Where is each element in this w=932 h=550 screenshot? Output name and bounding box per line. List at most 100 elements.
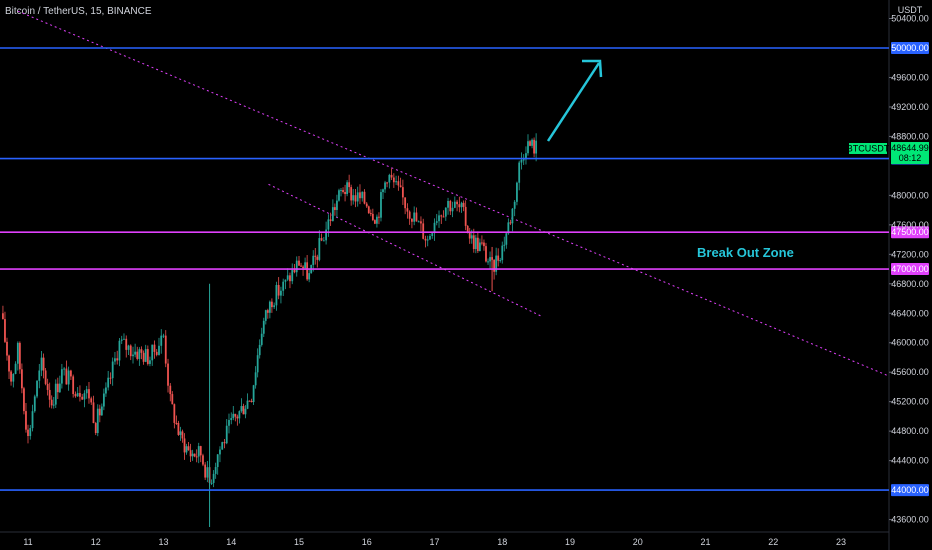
candle-body	[507, 222, 510, 234]
candle-body	[46, 383, 49, 390]
candle-body	[280, 290, 282, 296]
candle-body	[193, 453, 196, 457]
candle-body	[92, 402, 95, 424]
candle-body	[212, 473, 215, 483]
candle-body	[202, 455, 204, 465]
candle-body	[384, 182, 386, 190]
candle-body	[256, 355, 259, 373]
candle-body	[23, 388, 25, 412]
level-price-badge	[891, 42, 929, 54]
candle-body	[197, 446, 200, 457]
candle-body	[493, 259, 496, 272]
candle-body	[40, 357, 43, 371]
breakout-zone-label: Break Out Zone	[697, 245, 794, 260]
time-tick-label: 18	[497, 537, 507, 547]
candle-body	[81, 396, 84, 400]
candle-body	[144, 349, 147, 362]
candle-body	[275, 284, 278, 306]
time-tick-label: 14	[226, 537, 236, 547]
price-tick-label: 44400.00	[891, 456, 929, 466]
trend-lines[interactable]	[17, 10, 889, 377]
candle-body	[167, 363, 169, 386]
candle-body	[422, 223, 425, 239]
candle-body	[44, 370, 47, 384]
candle-body	[258, 344, 261, 356]
candle-body	[173, 404, 176, 423]
candle-body	[228, 420, 230, 426]
price-tick-label: 44800.00	[891, 426, 929, 436]
candle-body	[100, 406, 103, 416]
candle-body	[181, 431, 184, 439]
candle-body	[404, 197, 407, 209]
candle-body	[293, 270, 296, 273]
candle-body	[342, 190, 344, 193]
candle-body	[408, 211, 411, 219]
candle-body	[429, 236, 431, 240]
candle-body	[114, 358, 116, 362]
candle-body	[316, 256, 319, 260]
candle-body	[284, 279, 287, 282]
candle-body	[505, 233, 508, 245]
candle-body	[175, 422, 178, 424]
candle-body	[129, 345, 132, 357]
candle-body	[390, 174, 393, 178]
price-tick-label: 47600.00	[891, 220, 929, 230]
candle-body	[10, 371, 12, 382]
candle-body	[329, 219, 332, 221]
candle-body	[426, 239, 429, 241]
candle-body	[406, 208, 409, 212]
candle-body	[344, 192, 346, 195]
price-tick-label: 46400.00	[891, 308, 929, 318]
candle-body	[162, 335, 165, 337]
candle-body	[160, 335, 163, 346]
candle-body	[16, 342, 19, 364]
candle-body	[204, 464, 207, 478]
candle-body	[236, 416, 239, 419]
candle-body	[369, 213, 372, 215]
candle-body	[12, 373, 15, 382]
time-tick-label: 20	[633, 537, 643, 547]
candle-body	[312, 255, 315, 265]
price-tick-label: 45200.00	[891, 397, 929, 407]
candle-body	[520, 159, 523, 163]
time-tick-label: 16	[362, 537, 372, 547]
candle-body	[453, 201, 456, 208]
candle-body	[219, 449, 221, 455]
candle-body	[318, 238, 321, 260]
candle-body	[340, 190, 342, 192]
candle-body	[8, 355, 10, 372]
candle-body	[529, 141, 531, 146]
candle-body	[96, 408, 99, 434]
candle-body	[411, 218, 413, 222]
candle-body	[431, 233, 434, 237]
candle-body	[503, 244, 506, 246]
candle-body	[149, 360, 151, 364]
candle-body	[151, 344, 154, 361]
candle-body	[48, 389, 51, 400]
currency-label: USDT	[898, 5, 923, 15]
candle-body	[354, 195, 357, 202]
trend-line[interactable]	[268, 183, 544, 318]
candle-body	[105, 387, 107, 394]
candle-body	[291, 270, 294, 282]
candle-body	[304, 262, 306, 269]
level-price-label: 47000.00	[891, 264, 929, 274]
breakout-arrow[interactable]	[546, 59, 603, 142]
candle-body	[250, 401, 253, 403]
candle-body	[380, 192, 382, 218]
candle-body	[373, 220, 376, 224]
candle-body	[67, 370, 70, 385]
time-tick-label: 13	[158, 537, 168, 547]
candle-body	[70, 370, 72, 377]
candle-body	[132, 354, 134, 357]
candle-body	[392, 177, 395, 183]
candle-body	[58, 383, 61, 393]
candle-body	[509, 222, 512, 224]
level-price-label: 47500.00	[891, 227, 929, 237]
trend-line[interactable]	[17, 10, 889, 377]
candle-body	[244, 408, 247, 415]
candle-body	[325, 229, 327, 241]
symbol-label: BTCUSDT	[847, 144, 890, 154]
